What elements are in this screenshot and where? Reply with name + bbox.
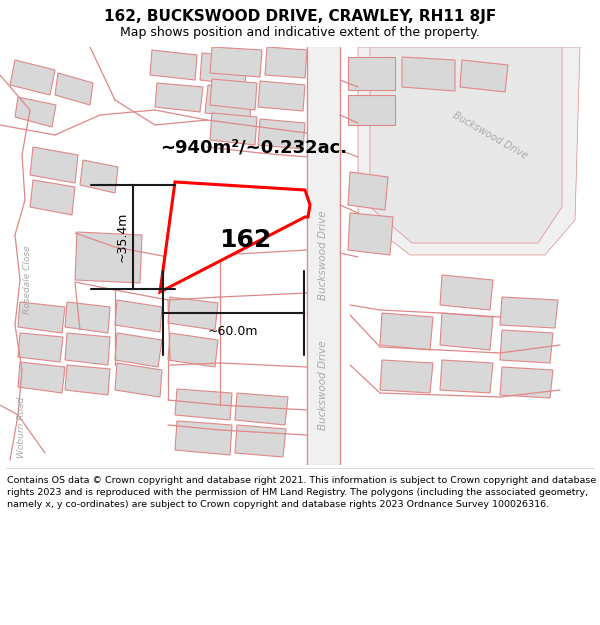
Polygon shape (500, 367, 553, 398)
Polygon shape (200, 53, 247, 85)
Polygon shape (258, 119, 305, 149)
Polygon shape (65, 365, 110, 395)
Polygon shape (460, 60, 508, 92)
Polygon shape (55, 73, 93, 105)
Polygon shape (348, 172, 388, 210)
Text: ~35.4m: ~35.4m (116, 212, 129, 262)
Polygon shape (235, 425, 286, 457)
Polygon shape (18, 362, 65, 393)
Polygon shape (150, 50, 197, 80)
Polygon shape (15, 97, 56, 127)
Polygon shape (500, 297, 558, 328)
Text: Buckswood Drive: Buckswood Drive (318, 340, 328, 430)
Polygon shape (18, 302, 65, 333)
Polygon shape (380, 360, 433, 393)
Text: Buckswood Drive: Buckswood Drive (318, 210, 328, 300)
Polygon shape (500, 330, 553, 363)
Polygon shape (205, 85, 252, 118)
Polygon shape (210, 113, 257, 145)
Polygon shape (18, 333, 63, 362)
Polygon shape (175, 389, 232, 420)
Polygon shape (440, 275, 493, 310)
Polygon shape (210, 79, 257, 110)
Polygon shape (30, 147, 78, 183)
Polygon shape (258, 81, 305, 111)
Polygon shape (10, 60, 55, 95)
Text: ~60.0m: ~60.0m (208, 325, 258, 338)
Text: Contains OS data © Crown copyright and database right 2021. This information is : Contains OS data © Crown copyright and d… (7, 476, 596, 509)
Polygon shape (370, 47, 562, 243)
Polygon shape (402, 57, 455, 91)
Polygon shape (80, 160, 118, 193)
Polygon shape (307, 47, 340, 465)
Polygon shape (160, 182, 310, 292)
Polygon shape (30, 180, 75, 215)
Text: 162: 162 (219, 228, 271, 252)
Polygon shape (115, 363, 162, 397)
Polygon shape (235, 393, 288, 425)
Polygon shape (348, 57, 395, 90)
Polygon shape (440, 313, 493, 350)
Polygon shape (65, 302, 110, 333)
Text: ~940m²/~0.232ac.: ~940m²/~0.232ac. (160, 139, 347, 157)
Polygon shape (265, 47, 307, 78)
Polygon shape (115, 333, 162, 367)
Polygon shape (175, 421, 232, 455)
Polygon shape (115, 300, 162, 332)
Polygon shape (168, 333, 218, 367)
Polygon shape (440, 360, 493, 393)
Text: Buckswood Drive: Buckswood Drive (451, 109, 529, 161)
Text: Map shows position and indicative extent of the property.: Map shows position and indicative extent… (120, 26, 480, 39)
Text: Rosedale Close: Rosedale Close (23, 246, 32, 314)
Polygon shape (168, 297, 218, 330)
Polygon shape (380, 313, 433, 350)
Polygon shape (348, 95, 395, 125)
Text: 162, BUCKSWOOD DRIVE, CRAWLEY, RH11 8JF: 162, BUCKSWOOD DRIVE, CRAWLEY, RH11 8JF (104, 9, 496, 24)
Polygon shape (358, 47, 580, 255)
Text: Woburn Road: Woburn Road (17, 396, 26, 458)
Polygon shape (210, 47, 262, 77)
Polygon shape (65, 333, 110, 365)
Polygon shape (155, 83, 203, 112)
Polygon shape (348, 213, 393, 255)
Polygon shape (75, 232, 142, 283)
